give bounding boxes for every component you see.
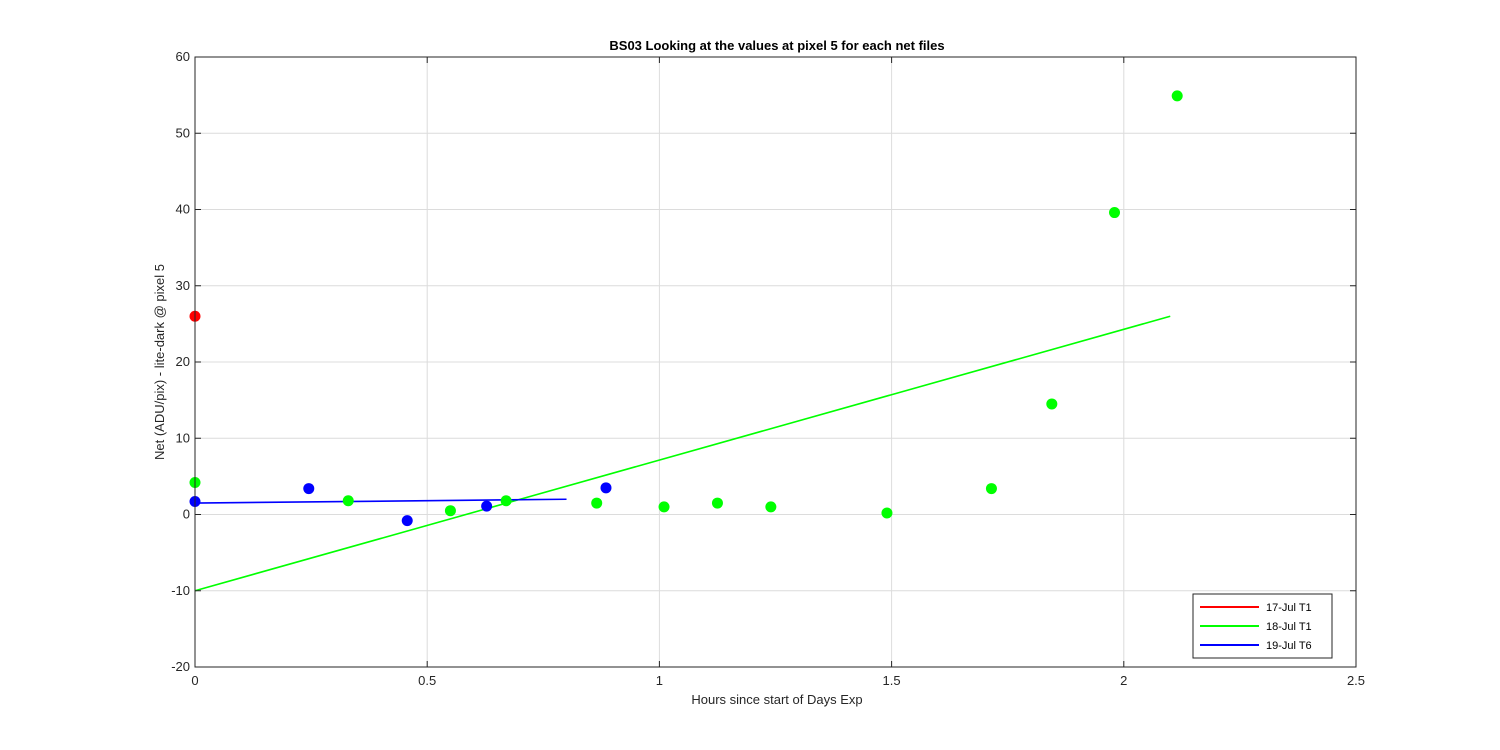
y-tick-label: 40 [176, 202, 190, 217]
data-point-series-1 [765, 501, 777, 513]
data-point-series-1 [1046, 398, 1058, 410]
x-tick-label: 0.5 [418, 673, 436, 688]
data-point-series-1 [658, 501, 670, 513]
data-point-series-1 [985, 483, 997, 495]
data-point-series-2 [481, 500, 493, 512]
data-point-series-1 [342, 495, 354, 507]
data-point-series-2 [600, 482, 612, 494]
data-point-series-1 [881, 507, 893, 519]
x-tick-label: 0 [191, 673, 198, 688]
chart-title: BS03 Looking at the values at pixel 5 fo… [609, 38, 944, 53]
x-tick-label: 2 [1120, 673, 1127, 688]
legend-label-series-2: 19-Jul T6 [1266, 640, 1312, 652]
y-tick-label: 20 [176, 354, 190, 369]
data-point-series-1 [711, 497, 723, 509]
data-point-series-1 [500, 495, 512, 507]
axis-ticks [194, 56, 1357, 668]
data-point-series-2 [303, 483, 315, 495]
y-tick-label: 30 [176, 278, 190, 293]
data-point-series-1 [444, 505, 456, 517]
data-point-series-1 [1109, 207, 1121, 219]
y-axis-label: Net (ADU/pix) - lite-dark @ pixel 5 [152, 264, 167, 460]
grid-lines [195, 57, 1356, 667]
x-axis-label: Hours since start of Days Exp [691, 692, 862, 707]
x-tick-label: 1 [656, 673, 663, 688]
y-tick-label: 50 [176, 125, 190, 140]
y-tick-label: 60 [176, 49, 190, 64]
y-tick-labels: -20 -10 0 10 20 30 40 50 60 [171, 49, 190, 674]
y-tick-label: 10 [176, 430, 190, 445]
x-tick-label: 2.5 [1347, 673, 1365, 688]
y-tick-label: -10 [171, 583, 190, 598]
y-tick-label: 0 [183, 507, 190, 522]
fit-line-series-1 [194, 315, 1171, 592]
x-tick-label: 1.5 [883, 673, 901, 688]
x-tick-labels: 0 0.5 1 1.5 2 2.5 [191, 673, 1365, 688]
legend: 17-Jul T1 18-Jul T1 19-Jul T6 [1192, 593, 1333, 659]
data-point-series-1 [1171, 90, 1183, 102]
data-point-series-1 [591, 497, 603, 509]
data-point-series-2 [401, 515, 413, 527]
legend-label-series-0: 17-Jul T1 [1266, 602, 1312, 614]
data-points [189, 90, 1183, 527]
y-tick-label: -20 [171, 659, 190, 674]
legend-label-series-1: 18-Jul T1 [1266, 621, 1312, 633]
